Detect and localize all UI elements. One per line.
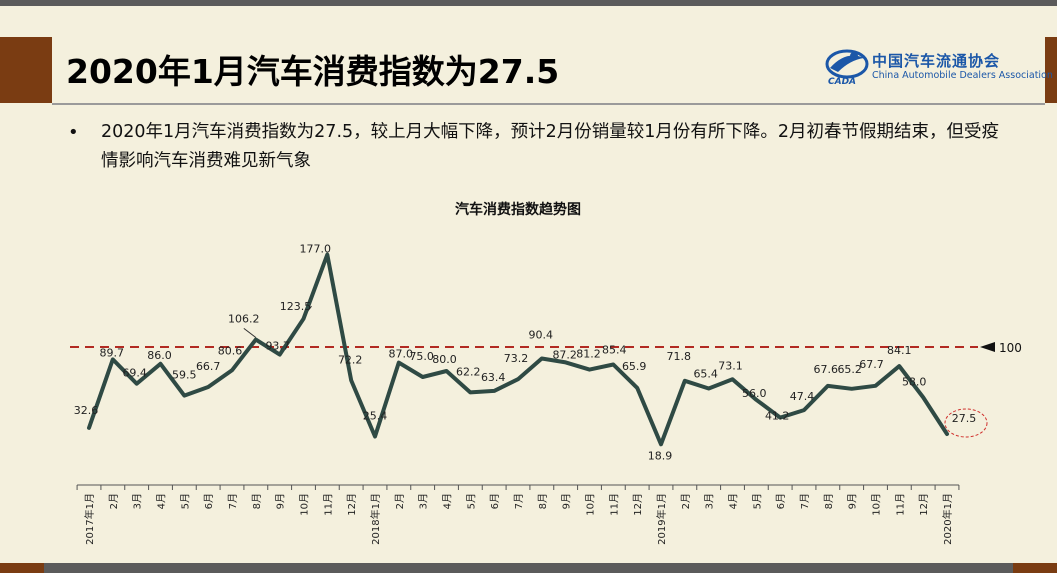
data-label: 85.4 [602, 344, 627, 357]
x-tick-label: 3月 [418, 493, 430, 509]
x-tick-label: 3月 [704, 493, 716, 509]
data-label: 75.0 [409, 350, 434, 363]
data-label: 89.7 [100, 346, 125, 359]
bullet-marker: • [68, 122, 79, 143]
data-label: 47.4 [790, 390, 815, 403]
x-tick-label: 2018年1月 [369, 493, 382, 545]
x-tick-label: 10月 [585, 493, 597, 516]
reference-arrow [980, 342, 995, 352]
x-tick-label: 10月 [871, 493, 883, 516]
data-labels: 32.6 89.7 69.486.059.566.7 80.6 106.2 93.7 123… [74, 243, 977, 463]
data-label: 66.7 [196, 360, 221, 373]
data-label: 71.8 [667, 350, 692, 363]
x-tick-label: 5月 [751, 493, 763, 509]
top-strip [0, 0, 1057, 6]
x-tick-label: 12月 [346, 493, 358, 516]
x-tick-label: 6月 [775, 493, 787, 509]
x-axis-ticks [76, 485, 960, 490]
data-label: 81.2 [576, 348, 601, 361]
x-tick-label: 2月 [394, 493, 406, 509]
x-tick-label: 8月 [823, 493, 835, 509]
x-tick-label: 8月 [251, 493, 263, 509]
slide-title: 2020年1月汽车消费指数为27.5 [66, 52, 560, 91]
data-label: 177.0 [300, 243, 332, 256]
data-label: 27.5 [952, 412, 977, 425]
data-label: 67.7 [859, 358, 884, 371]
x-tick-label: 12月 [632, 493, 644, 516]
x-tick-label: 11月 [608, 493, 620, 516]
x-tick-label: 9月 [275, 493, 287, 509]
data-label: 123.5 [280, 300, 312, 313]
data-label: 63.4 [481, 371, 506, 384]
data-label: 65.4 [693, 368, 718, 381]
reference-label: 100 [999, 341, 1022, 355]
x-tick-label: 2017年1月 [83, 493, 96, 545]
data-label: 65.9 [622, 360, 647, 373]
x-tick-label: 11月 [322, 493, 334, 516]
cada-logo: CADA 中国汽车流通协会 China Automobile Dealers A… [824, 44, 1053, 90]
data-label: 106.2 [228, 313, 260, 326]
cada-logo-icon: CADA [825, 49, 869, 86]
x-tick-label: 4月 [156, 493, 168, 509]
x-tick-label: 12月 [918, 493, 930, 516]
data-label: 62.2 [456, 365, 481, 378]
x-tick-label: 4月 [728, 493, 740, 509]
logo-name-en: China Automobile Dealers Association [872, 70, 1053, 81]
data-label: 80.6 [218, 344, 243, 357]
data-label: 93.7 [265, 340, 290, 353]
bottom-accent-left [0, 563, 44, 573]
logo-name-cn: 中国汽车流通协会 [872, 52, 1001, 70]
data-label: 69.4 [122, 367, 147, 380]
data-label: 65.2 [837, 363, 862, 376]
leader-line [243, 327, 257, 338]
x-tick-label: 2月 [680, 493, 692, 509]
x-tick-label: 9月 [847, 493, 859, 509]
title-divider [52, 103, 1045, 105]
latest-value-highlight [944, 408, 988, 438]
data-label: 41.2 [765, 410, 790, 423]
data-label: 84.1 [887, 344, 912, 357]
x-tick-label: 5月 [465, 493, 477, 509]
title-accent-left [0, 37, 52, 103]
data-label: 56.0 [742, 387, 767, 400]
logo-abbr: CADA [828, 77, 856, 86]
bottom-accent-right [1013, 563, 1057, 573]
data-label: 80.0 [432, 353, 457, 366]
x-axis-labels: 2017年1月 2月 3月 4月 5月 6月 7月 8月 9月 10月 11月 12月 2018年1月 2… [83, 493, 954, 545]
x-tick-label: 4月 [442, 493, 454, 509]
data-label: 58.0 [902, 375, 927, 388]
series-line [87, 252, 949, 447]
data-label: 86.0 [147, 349, 172, 362]
data-label: 87.2 [552, 348, 577, 361]
data-label: 67.6 [814, 363, 839, 376]
x-tick-label: 6月 [489, 493, 501, 509]
x-tick-label: 6月 [203, 493, 215, 509]
x-tick-label: 2月 [108, 493, 120, 509]
data-label: 18.9 [648, 449, 673, 462]
data-label: 25.4 [363, 410, 388, 423]
x-tick-label: 3月 [132, 493, 144, 509]
data-label: 32.6 [74, 404, 99, 417]
x-tick-label: 10月 [299, 493, 311, 516]
x-tick-label: 2019年1月 [655, 493, 668, 545]
data-label: 59.5 [172, 369, 197, 382]
chart-title: 汽车消费指数趋势图 [455, 201, 581, 218]
x-tick-label: 7月 [799, 493, 811, 509]
bottom-strip [0, 563, 1057, 573]
x-tick-label: 9月 [561, 493, 573, 509]
x-tick-label: 7月 [227, 493, 239, 509]
data-label: 72.2 [338, 353, 363, 366]
x-tick-label: 7月 [513, 493, 525, 509]
x-tick-label: 5月 [179, 493, 191, 509]
x-tick-label: 2020年1月 [941, 493, 954, 545]
data-label: 87.0 [389, 348, 414, 361]
data-label: 90.4 [529, 329, 554, 342]
data-label: 73.2 [504, 352, 529, 365]
x-tick-label: 8月 [537, 493, 549, 509]
bullet-text: 2020年1月汽车消费指数为27.5，较上月大幅下降，预计2月份销量较1月份有所… [101, 122, 1000, 171]
x-tick-label: 11月 [894, 493, 906, 516]
data-label: 73.1 [718, 359, 743, 372]
title-accent-right [1045, 37, 1057, 103]
